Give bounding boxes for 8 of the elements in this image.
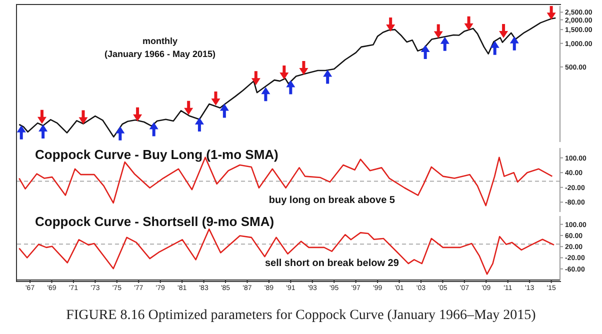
text: monthly bbox=[142, 36, 178, 46]
caption: FIGURE 8.16 Optimized parameters for Coppock Curve (January 1966–May 2015) bbox=[65, 308, 537, 324]
line-series bbox=[18, 228, 555, 275]
ref-line-label: sell short on break below 29 bbox=[264, 258, 400, 270]
ref-line-label: buy long on break above 5 bbox=[268, 195, 396, 206]
chart-title: Coppock Curve - Shortsell (9-mo SMA) bbox=[35, 214, 274, 229]
annotation: (January 1966 - May 2015) bbox=[103, 49, 217, 59]
chart-title: Coppock Curve - Buy Long (1-mo SMA) bbox=[35, 147, 278, 162]
